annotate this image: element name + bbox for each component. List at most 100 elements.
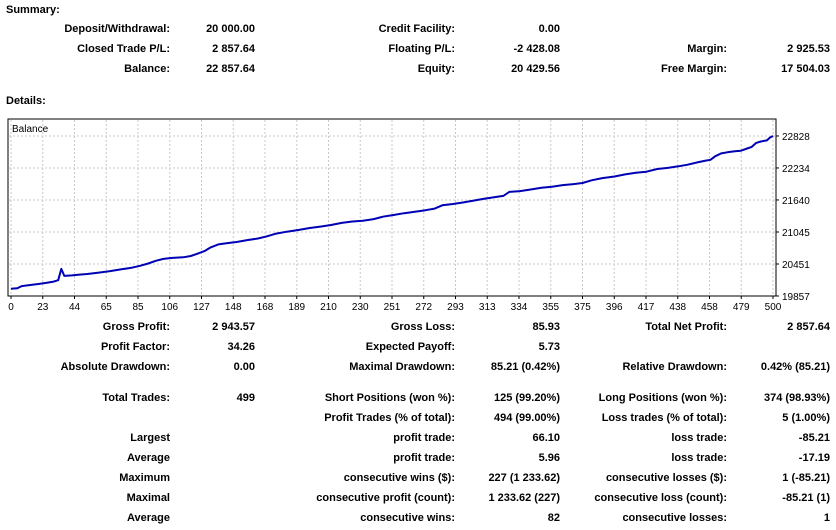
- y-axis-label: 20451: [782, 260, 810, 271]
- stat-value: [170, 508, 255, 528]
- table-row: Profit Trades (% of total): 494 (99.00%) L…: [0, 408, 836, 428]
- stat-value: -85.21 (1): [782, 492, 830, 504]
- stat-value: [170, 448, 255, 468]
- stat-label: consecutive losses:: [622, 512, 727, 524]
- stat-value: 17 504.03: [781, 63, 830, 75]
- stat-label: Gross Profit:: [102, 321, 170, 333]
- stat-value: 2 857.64: [787, 321, 830, 333]
- stat-label: loss trade:: [671, 452, 727, 464]
- summary-table: Deposit/Withdrawal: 20 000.00 Credit Facil…: [0, 19, 836, 79]
- stat-value: 1: [823, 512, 830, 524]
- balance-chart-container: 0 23 44 65 85 106 127 148 168 189 210 230 251 272 293 3…: [0, 115, 836, 315]
- stat-value: 2 943.57: [212, 321, 255, 333]
- stat-label: Credit Facility:: [378, 23, 455, 35]
- stat-label: consecutive wins ($):: [343, 472, 455, 484]
- x-tick-label: 168: [257, 302, 274, 313]
- stat-label: Expected Payoff:: [365, 341, 455, 353]
- stat-label: Average: [126, 452, 170, 464]
- chart-border: [7, 118, 777, 297]
- x-tick-label: 500: [765, 302, 782, 313]
- stat-label: Floating P/L:: [388, 43, 455, 55]
- table-row: Closed Trade P/L: 2 857.64 Floating P/L: -2…: [0, 39, 836, 59]
- x-tick-label: 417: [638, 302, 655, 313]
- stat-label: Free Margin:: [660, 63, 727, 75]
- stat-label: Loss trades (% of total):: [601, 412, 727, 424]
- stat-label: consecutive losses ($):: [605, 472, 727, 484]
- table-row: Profit Factor: 34.26 Expected Payoff: 5.73: [0, 337, 836, 357]
- x-tick-label: 230: [352, 302, 369, 313]
- stat-label: consecutive wins:: [360, 512, 455, 524]
- y-axis-label: 22234: [782, 164, 810, 175]
- x-tick-label: 189: [288, 302, 305, 313]
- x-tick-label: 396: [606, 302, 623, 313]
- stat-value: 374 (98.93%): [763, 392, 830, 404]
- stat-value: 0.00: [233, 361, 255, 373]
- stat-label: loss trade:: [671, 432, 727, 444]
- stat-value: 85.21 (0.42%): [490, 361, 560, 373]
- x-tick-label: 272: [415, 302, 432, 313]
- stat-value: [170, 408, 255, 428]
- table-row: Balance: 22 857.64 Equity: 20 429.56 Free Ma…: [0, 59, 836, 79]
- stat-label: Profit Trades (% of total):: [324, 412, 455, 424]
- x-tick-label: 251: [384, 302, 401, 313]
- stat-value: -85.21: [798, 432, 830, 444]
- x-tick-label: 313: [479, 302, 496, 313]
- x-tick-label: 148: [225, 302, 242, 313]
- stat-value: 0.42% (85.21): [760, 361, 830, 373]
- stat-label: Relative Drawdown:: [622, 361, 727, 373]
- stat-label: Balance:: [124, 63, 170, 75]
- stat-value: [170, 488, 255, 508]
- x-tick-label: 355: [542, 302, 559, 313]
- x-tick-label: 438: [669, 302, 686, 313]
- stat-value: [170, 428, 255, 448]
- stat-value: 5.96: [538, 452, 560, 464]
- stat-value: 1 (-85.21): [782, 472, 830, 484]
- stat-label: profit trade:: [393, 452, 455, 464]
- stat-value: 499: [236, 392, 255, 404]
- stat-value: 66.10: [532, 432, 560, 444]
- x-tick-label: 23: [37, 302, 49, 313]
- stat-value: 34.26: [227, 341, 255, 353]
- stat-label: consecutive loss (count):: [594, 492, 727, 504]
- stat-value: [727, 19, 830, 39]
- x-tick-label: 106: [161, 302, 178, 313]
- stat-value: 5 (1.00%): [782, 412, 830, 424]
- stat-label: profit trade:: [393, 432, 455, 444]
- stat-label: Average: [126, 512, 170, 524]
- stat-value: [727, 337, 830, 357]
- stat-value: 494 (99.00%): [493, 412, 560, 424]
- y-axis-label: 22828: [782, 132, 810, 143]
- stat-label: [560, 19, 727, 39]
- stat-value: 227 (1 233.62): [488, 472, 560, 484]
- stat-label: Maximum: [119, 472, 170, 484]
- stat-label: Maximal Drawdown:: [349, 361, 455, 373]
- stat-label: Short Positions (won %):: [324, 392, 455, 404]
- stat-value: 1 233.62 (227): [488, 492, 560, 504]
- stat-label: [560, 337, 727, 357]
- stat-value: 0.00: [538, 23, 560, 35]
- balance-line: [10, 135, 774, 290]
- table-row: Gross Profit: 2 943.57 Gross Loss: 85.93 Tot…: [0, 317, 836, 337]
- stat-value: [170, 468, 255, 488]
- x-tick-label: 293: [447, 302, 464, 313]
- stat-value: 22 857.64: [206, 63, 255, 75]
- stat-label: Closed Trade P/L:: [77, 43, 170, 55]
- table-row: Maximum consecutive wins ($): 227 (1 233.6…: [0, 468, 836, 488]
- stat-label: Equity:: [417, 63, 455, 75]
- y-axis-label: 19857: [782, 292, 810, 303]
- stat-label: consecutive profit (count):: [316, 492, 455, 504]
- x-tick-label: 65: [101, 302, 113, 313]
- stat-label: Long Positions (won %):: [598, 392, 727, 404]
- table-row: Absolute Drawdown: 0.00 Maximal Drawdown: 8…: [0, 357, 836, 377]
- x-tick-label: 127: [193, 302, 210, 313]
- stat-value: 2 925.53: [787, 43, 830, 55]
- stat-label: Maximal: [126, 492, 170, 504]
- stat-value: -2 428.08: [513, 43, 560, 55]
- stat-label: [0, 408, 170, 428]
- table-row: Maximal consecutive profit (count): 1 233.…: [0, 488, 836, 508]
- stat-value: -17.19: [798, 452, 830, 464]
- details-heading: Details:: [6, 95, 46, 107]
- stat-label: Gross Loss:: [390, 321, 455, 333]
- stat-label: Deposit/Withdrawal:: [64, 23, 170, 35]
